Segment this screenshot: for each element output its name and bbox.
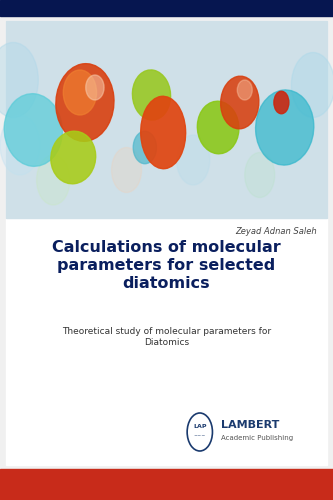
Ellipse shape — [0, 42, 38, 117]
Ellipse shape — [112, 148, 142, 192]
Ellipse shape — [237, 80, 252, 100]
Bar — [0, 0, 333, 16]
Ellipse shape — [0, 115, 40, 175]
Ellipse shape — [291, 52, 333, 118]
Ellipse shape — [63, 70, 97, 115]
Ellipse shape — [56, 64, 114, 142]
Ellipse shape — [4, 94, 62, 166]
Bar — [6, 20, 327, 464]
Ellipse shape — [133, 70, 170, 120]
Ellipse shape — [51, 131, 96, 184]
Ellipse shape — [245, 152, 275, 198]
Ellipse shape — [176, 135, 210, 185]
Text: Calculations of molecular
parameters for selected
diatomics: Calculations of molecular parameters for… — [52, 240, 281, 290]
Text: LAP: LAP — [193, 424, 206, 430]
Ellipse shape — [221, 76, 259, 129]
Bar — [6, 20, 327, 218]
Ellipse shape — [197, 101, 239, 154]
Ellipse shape — [141, 96, 186, 168]
Ellipse shape — [86, 75, 104, 100]
Ellipse shape — [274, 91, 289, 114]
Text: LAMBERT: LAMBERT — [221, 420, 279, 430]
Text: ~~~: ~~~ — [193, 434, 206, 438]
Ellipse shape — [37, 155, 70, 205]
Text: Academic Publishing: Academic Publishing — [221, 435, 293, 441]
Text: Zeyad Adnan Saleh: Zeyad Adnan Saleh — [235, 227, 316, 236]
Ellipse shape — [256, 90, 314, 165]
Bar — [0, 469, 333, 500]
Text: Theoretical study of molecular parameters for
Diatomics: Theoretical study of molecular parameter… — [62, 327, 271, 347]
Ellipse shape — [133, 131, 157, 164]
